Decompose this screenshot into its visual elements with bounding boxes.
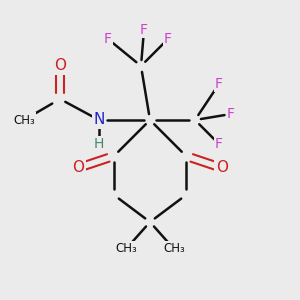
- Text: O: O: [54, 58, 66, 74]
- Text: CH₃: CH₃: [163, 242, 185, 256]
- Text: O: O: [216, 160, 228, 175]
- Text: F: F: [104, 32, 112, 46]
- Text: F: F: [215, 77, 223, 91]
- Text: N: N: [93, 112, 105, 128]
- Text: F: F: [140, 23, 148, 37]
- Text: O: O: [72, 160, 84, 175]
- Text: H: H: [94, 137, 104, 151]
- Text: CH₃: CH₃: [13, 113, 35, 127]
- Text: F: F: [164, 32, 172, 46]
- Text: CH₃: CH₃: [115, 242, 137, 256]
- Text: F: F: [215, 137, 223, 151]
- Text: F: F: [227, 107, 235, 121]
